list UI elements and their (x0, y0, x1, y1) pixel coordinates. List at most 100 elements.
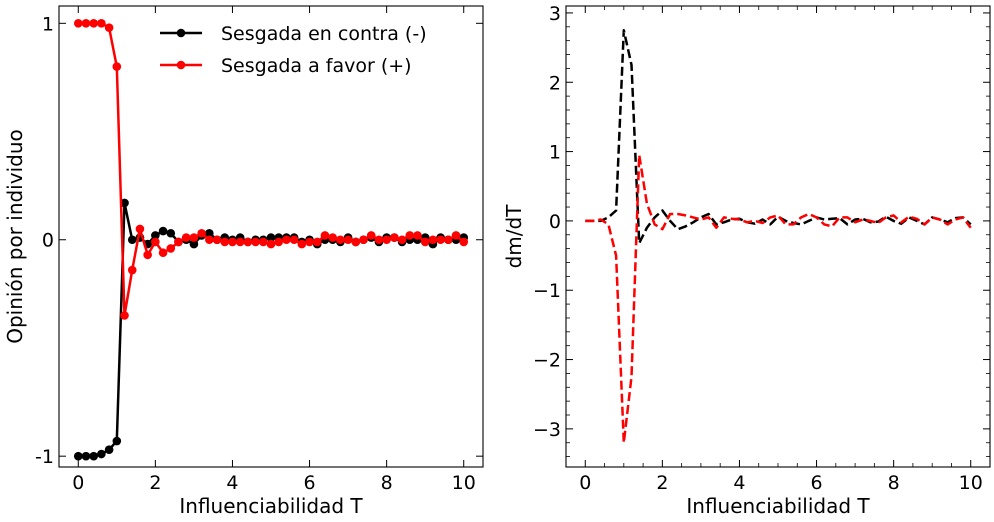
data-point-series-0 (81, 451, 91, 461)
data-point-series-1 (397, 235, 407, 245)
y-tick-label: 1 (549, 142, 561, 164)
data-point-series-1 (382, 235, 391, 245)
data-point-series-1 (205, 235, 214, 245)
data-point-series-1 (420, 237, 430, 247)
data-point-series-1 (413, 231, 422, 240)
data-point-series-1 (343, 235, 353, 245)
data-point-series-0 (97, 449, 106, 459)
legend-marker-0 (176, 28, 186, 38)
x-tick-label: 4 (226, 472, 238, 494)
y-tick-label: -1 (35, 446, 54, 468)
y-tick-label: 0 (549, 211, 561, 233)
data-point-series-1 (297, 239, 307, 249)
data-point-series-1 (220, 237, 230, 247)
x-tick-label: 6 (303, 472, 315, 494)
data-point-series-0 (89, 451, 98, 461)
data-point-series-1 (436, 235, 445, 245)
data-point-series-0 (73, 451, 83, 461)
y-tick-label: −1 (533, 280, 561, 302)
data-point-series-0 (104, 445, 114, 454)
x-tick-label: 2 (149, 472, 161, 494)
data-point-series-1 (81, 19, 91, 28)
data-point-series-1 (127, 265, 137, 275)
x-tick-label: 0 (579, 472, 591, 494)
data-point-series-0 (205, 228, 214, 238)
data-point-series-1 (104, 23, 114, 32)
data-point-series-1 (305, 237, 314, 247)
y-axis-label: dm/dT (502, 204, 526, 269)
data-point-series-1 (251, 237, 260, 247)
data-point-series-1 (151, 237, 160, 247)
data-point-series-1 (289, 235, 299, 245)
data-point-series-1 (336, 235, 345, 245)
data-point-series-0 (112, 436, 122, 446)
data-point-series-1 (428, 235, 438, 245)
data-point-series-1 (266, 239, 276, 249)
data-point-series-1 (405, 231, 415, 240)
data-point-series-1 (89, 19, 98, 28)
data-point-series-1 (97, 19, 106, 28)
legend-label: Sesgada en contra (-) (221, 23, 427, 45)
left-chart-opinion-per-individual: 0 2 4 6 8 10 -1 0 1 Influenciabilidad T Opinión po… (3, 5, 484, 518)
data-point-series-0 (127, 235, 137, 245)
data-point-series-1 (243, 237, 253, 247)
data-point-series-1 (189, 233, 199, 242)
data-point-series-1 (73, 19, 83, 28)
data-point-series-1 (312, 237, 322, 247)
y-tick-label: 1 (42, 13, 54, 35)
data-point-series-0 (158, 226, 168, 236)
data-point-series-1 (235, 237, 245, 247)
data-point-series-1 (166, 244, 176, 253)
data-point-series-1 (366, 231, 376, 240)
data-point-series-0 (189, 239, 199, 249)
x-axis-label: Influenciabilidad T (686, 494, 870, 518)
data-point-series-1 (143, 250, 152, 260)
data-point-series-1 (112, 62, 122, 71)
x-tick-label: 0 (72, 472, 84, 494)
plot-frame (58, 5, 484, 468)
data-point-series-1 (274, 237, 284, 247)
data-point-series-0 (166, 228, 176, 238)
data-point-series-1 (451, 231, 461, 240)
data-point-series-1 (459, 237, 469, 247)
data-point-series-1 (359, 235, 368, 245)
data-point-series-1 (158, 248, 168, 258)
series-line-0 (585, 29, 972, 245)
data-point-series-1 (181, 233, 191, 242)
y-tick-label: −2 (533, 350, 561, 372)
data-point-series-1 (328, 233, 337, 242)
data-point-series-1 (258, 237, 268, 247)
y-tick-label: 2 (549, 72, 561, 94)
data-point-series-0 (266, 233, 276, 242)
data-point-series-1 (374, 235, 384, 245)
right-chart-dm-dT: 0 2 4 6 8 10 −3 −2 −1 0 1 2 3 Influenciabilidad T dm/d… (502, 3, 991, 518)
data-point-series-0 (151, 231, 160, 240)
data-point-series-0 (120, 198, 129, 208)
data-point-series-1 (174, 237, 183, 247)
x-tick-label: 4 (733, 472, 745, 494)
series-line-1 (585, 153, 972, 444)
data-point-series-1 (351, 237, 361, 247)
y-tick-label: 0 (42, 230, 54, 252)
y-axis-label: Opinión por individuo (3, 129, 27, 344)
data-point-series-1 (390, 233, 399, 242)
x-tick-label: 8 (888, 472, 900, 494)
data-point-series-1 (120, 311, 129, 320)
x-tick-label: 10 (452, 472, 476, 494)
y-tick-label: −3 (533, 419, 561, 441)
x-tick-label: 10 (959, 472, 983, 494)
x-axis-label: Influenciabilidad T (179, 494, 363, 518)
x-tick-label: 8 (381, 472, 393, 494)
data-point-series-1 (282, 235, 291, 245)
y-tick-label: 3 (549, 3, 561, 25)
data-point-series-1 (212, 235, 222, 245)
data-point-series-1 (135, 224, 145, 234)
data-point-series-1 (320, 231, 330, 240)
data-point-series-1 (228, 237, 237, 247)
legend-marker-1 (176, 60, 186, 70)
legend-label: Sesgada a favor (+) (221, 55, 412, 77)
x-tick-label: 2 (656, 472, 668, 494)
data-point-series-1 (197, 228, 206, 238)
x-tick-label: 6 (810, 472, 822, 494)
